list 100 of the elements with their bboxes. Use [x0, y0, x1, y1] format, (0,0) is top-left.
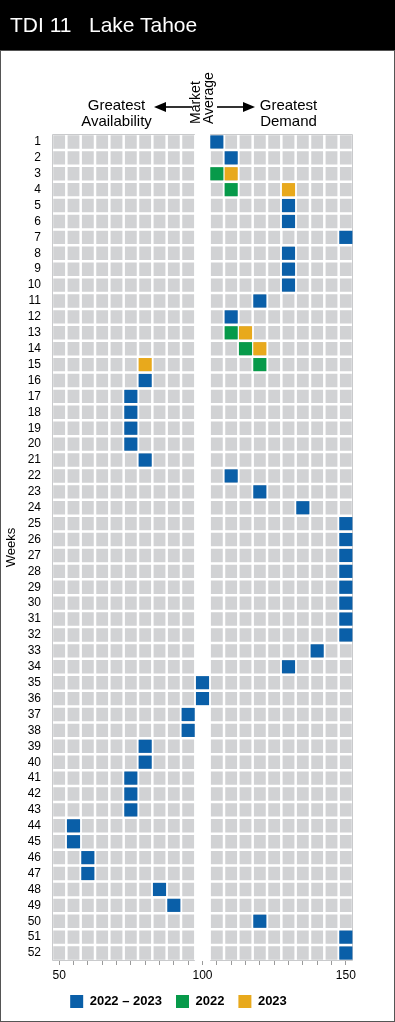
x-tick-label: 150	[335, 967, 357, 982]
point	[281, 262, 296, 276]
point	[339, 548, 353, 563]
point	[339, 580, 353, 594]
point	[66, 835, 81, 849]
point	[339, 946, 353, 960]
point	[81, 866, 95, 881]
y-tick-label: 41	[27, 770, 42, 785]
point	[253, 342, 267, 356]
y-tick-label: 17	[27, 388, 42, 403]
y-tick-label: 46	[27, 849, 42, 864]
y-tick-label: 20	[27, 436, 42, 451]
point	[253, 485, 267, 499]
point	[124, 405, 138, 419]
point	[210, 167, 224, 181]
y-tick-label: 27	[27, 547, 42, 562]
legend-label: 2023	[257, 993, 287, 1009]
y-tick-label: 19	[27, 420, 42, 435]
point	[339, 628, 353, 642]
point	[181, 723, 195, 737]
y-tick-label: 24	[27, 500, 42, 515]
y-tick-label: 43	[27, 802, 42, 817]
y-tick-label: 4	[34, 181, 42, 196]
point	[238, 342, 253, 356]
point	[138, 358, 152, 372]
y-tick-label: 34	[27, 659, 42, 674]
y-tick-label: 29	[27, 579, 42, 594]
y-tick-label: 16	[27, 372, 42, 387]
y-tick-label: 48	[27, 881, 42, 896]
point	[195, 676, 210, 690]
point	[224, 167, 238, 181]
y-tick-label: 18	[27, 404, 42, 419]
x-tick-label: 50	[52, 967, 67, 982]
point	[281, 246, 296, 260]
y-tick-label: 32	[27, 627, 42, 642]
point	[339, 532, 353, 547]
ref-line-label: Market Average	[186, 71, 216, 124]
y-tick-label: 44	[27, 818, 42, 833]
y-tick-label: 39	[27, 738, 42, 753]
y-tick-label: 23	[27, 484, 42, 499]
y-tick-label: 25	[27, 515, 42, 530]
point	[281, 214, 296, 229]
point	[124, 771, 138, 785]
y-tick-label: 21	[27, 452, 42, 467]
point	[339, 596, 353, 610]
point	[339, 930, 353, 944]
point	[310, 644, 324, 658]
y-tick-label: 22	[27, 468, 42, 483]
y-tick-label: 31	[27, 611, 42, 626]
point	[224, 326, 238, 340]
point	[281, 183, 296, 197]
y-tick-label: 3	[34, 166, 42, 181]
point	[195, 692, 210, 706]
y-tick-label: 36	[27, 690, 42, 705]
point	[253, 914, 267, 928]
point	[224, 310, 238, 324]
point	[138, 739, 152, 753]
point	[253, 294, 267, 308]
y-tick-label: 30	[27, 595, 42, 610]
y-tick-label: 13	[27, 325, 42, 340]
y-tick-label: 14	[27, 341, 42, 356]
point	[253, 358, 267, 372]
point	[138, 755, 152, 769]
y-tick-label: 11	[28, 293, 42, 308]
point	[224, 151, 238, 165]
point	[124, 437, 138, 451]
y-tick-label: 49	[27, 897, 42, 912]
point	[66, 819, 81, 833]
y-tick-label: 1	[34, 134, 42, 149]
point	[152, 882, 167, 897]
y-tick-label: 28	[27, 563, 42, 578]
y-tick-label: 35	[27, 675, 42, 689]
point	[167, 898, 181, 912]
x-tick-label: 100	[192, 967, 213, 982]
point	[339, 230, 353, 244]
point	[224, 469, 238, 483]
text: Greatest Availability	[81, 96, 153, 130]
legend-label: 2022	[195, 993, 225, 1009]
point	[181, 707, 195, 722]
y-tick-label: 40	[27, 754, 42, 769]
y-tick-label: 6	[34, 213, 42, 228]
y-tick-label: 10	[27, 277, 42, 292]
point	[224, 183, 238, 197]
text: Greatest Demand	[259, 96, 319, 130]
point	[124, 787, 138, 801]
y-tick-label: 12	[27, 309, 42, 324]
point	[281, 198, 296, 213]
point	[138, 453, 152, 467]
legend-label: 2022 – 2023	[89, 993, 162, 1009]
point	[124, 803, 138, 817]
point	[281, 660, 296, 674]
y-tick-label: 26	[27, 531, 42, 546]
y-tick-label: 5	[34, 197, 42, 212]
y-tick-label: 50	[27, 913, 42, 928]
point	[124, 421, 138, 435]
point	[138, 373, 152, 388]
y-tick-label: 9	[34, 261, 42, 276]
y-tick-label: 52	[27, 945, 42, 960]
y-tick-label: 15	[27, 356, 42, 371]
y-tick-label: 47	[27, 865, 42, 880]
